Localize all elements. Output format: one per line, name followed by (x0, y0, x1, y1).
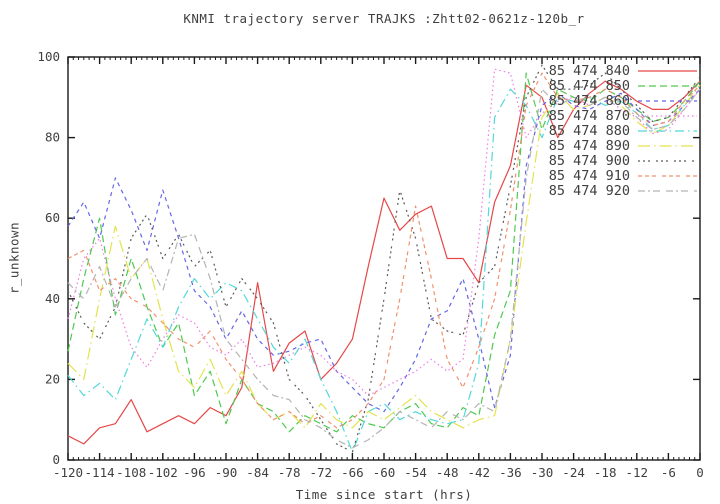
x-tick-label: -30 (531, 465, 554, 480)
x-tick-label: -96 (183, 465, 206, 480)
y-tick-label: 0 (52, 452, 60, 467)
series-line-85-474-910 (67, 72, 701, 429)
x-tick-label: -108 (116, 465, 146, 480)
legend-label-85-474-880: 85 474 880 (549, 123, 630, 139)
legend-label-85-474-860: 85 474 860 (549, 93, 630, 109)
y-tick-label: 20 (45, 371, 60, 386)
x-tick-label: -120 (53, 465, 83, 480)
x-tick-label: -78 (278, 465, 301, 480)
series-line-85-474-860 (67, 88, 701, 413)
x-tick-label: -102 (148, 465, 178, 480)
x-tick-label: -54 (404, 465, 427, 480)
x-tick-label: -66 (341, 465, 364, 480)
x-tick-label: -84 (246, 465, 269, 480)
x-tick-label: -60 (373, 465, 396, 480)
y-tick-label: 100 (37, 49, 60, 64)
x-tick-label: -114 (85, 465, 115, 480)
y-tick-label: 80 (45, 130, 60, 145)
x-axis-label: Time since start (hrs) (295, 487, 473, 502)
x-tick-label: -12 (626, 465, 649, 480)
chart-title: KNMI trajectory server TRAJKS :Zhtt02-06… (183, 11, 585, 26)
legend-label-85-474-850: 85 474 850 (549, 78, 630, 94)
legend-label-85-474-910: 85 474 910 (549, 168, 630, 184)
legend-label-85-474-890: 85 474 890 (549, 138, 630, 154)
y-tick-label: 40 (45, 291, 60, 306)
x-tick-label: 0 (696, 465, 704, 480)
legend-label-85-474-870: 85 474 870 (549, 108, 630, 124)
y-tick-label: 60 (45, 210, 60, 225)
x-tick-label: -18 (594, 465, 617, 480)
x-tick-label: -24 (562, 465, 585, 480)
x-tick-label: -48 (436, 465, 459, 480)
y-axis-label: r_unknown (6, 221, 22, 295)
legend-label-85-474-920: 85 474 920 (549, 183, 630, 199)
x-tick-label: -90 (215, 465, 238, 480)
x-tick-label: -42 (468, 465, 491, 480)
legend-label-85-474-900: 85 474 900 (549, 153, 630, 169)
series-line-85-474-850 (67, 72, 701, 433)
series-line-85-474-840 (67, 80, 701, 445)
x-tick-label: -72 (310, 465, 333, 480)
x-tick-label: -6 (661, 465, 676, 480)
legend-label-85-474-840: 85 474 840 (549, 63, 630, 79)
series-line-85-474-920 (67, 88, 701, 449)
x-tick-label: -36 (499, 465, 522, 480)
